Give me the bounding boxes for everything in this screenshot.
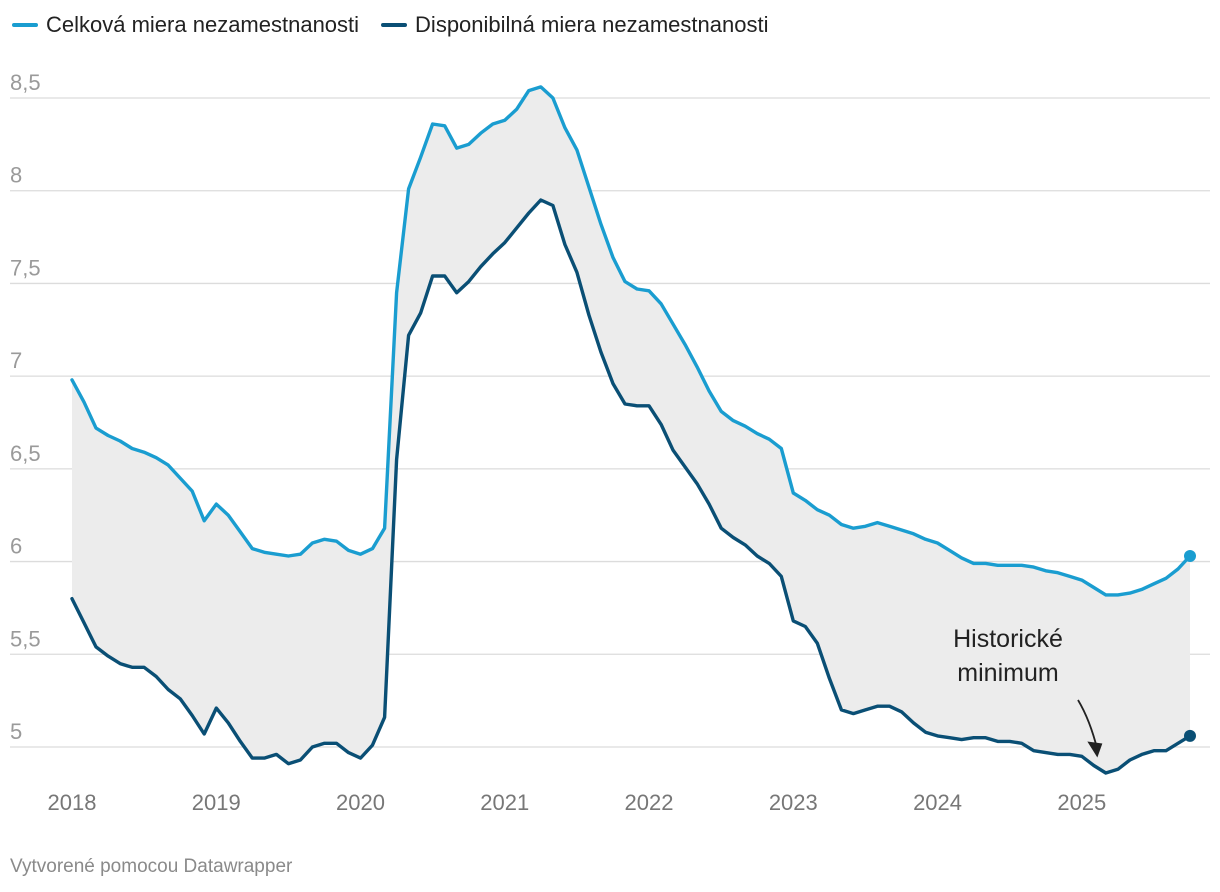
x-tick-label: 2025 — [1057, 790, 1106, 815]
legend-swatch-disposable — [381, 23, 408, 27]
legend-label-disposable: Disponibilná miera nezamestnanosti — [415, 12, 769, 37]
x-tick-label: 2018 — [48, 790, 97, 815]
y-tick-label: 6,5 — [10, 441, 41, 466]
y-tick-label: 7 — [10, 348, 22, 373]
x-tick-label: 2023 — [769, 790, 818, 815]
y-tick-label: 6 — [10, 534, 22, 559]
legend-swatch-total — [12, 23, 38, 27]
series-line-disposable — [70, 198, 1192, 775]
series-lines — [70, 85, 1196, 775]
series-line-total — [70, 85, 1192, 597]
x-tick-label: 2024 — [913, 790, 962, 815]
annotation-arrow-head — [1087, 741, 1103, 758]
y-tick-label: 5,5 — [10, 626, 41, 651]
chart-legend: Celková miera nezamestnanosti Disponibil… — [12, 12, 768, 38]
x-tick-label: 2020 — [336, 790, 385, 815]
gap-fill-area — [72, 86, 1190, 773]
end-point-disposable — [1184, 729, 1196, 742]
footer-credit: Vytvorené pomocou Datawrapper — [10, 856, 293, 877]
x-tick-label: 2021 — [480, 790, 529, 815]
annotation-text-line2: minimum — [957, 659, 1058, 687]
y-tick-label: 7,5 — [10, 255, 41, 280]
annotation: Historické minimum — [953, 625, 1103, 758]
x-tick-label: 2019 — [192, 790, 241, 815]
gap-area — [72, 86, 1190, 773]
y-tick-label: 8,5 — [10, 70, 41, 95]
y-tick-label: 5 — [10, 719, 22, 744]
y-axis-ticks: 5 5,5 6 6,5 7 7,5 8 8,5 — [10, 70, 41, 744]
end-point-total — [1184, 550, 1196, 563]
legend-item-disposable: Disponibilná miera nezamestnanosti — [381, 12, 768, 38]
legend-item-total: Celková miera nezamestnanosti — [12, 12, 359, 38]
legend-label-total: Celková miera nezamestnanosti — [46, 12, 360, 37]
x-axis-ticks: 2018 2019 2020 2021 2022 2023 2024 2025 — [48, 790, 1107, 815]
annotation-text-line1: Historické — [953, 625, 1063, 653]
y-tick-label: 8 — [10, 163, 22, 188]
x-tick-label: 2022 — [625, 790, 674, 815]
